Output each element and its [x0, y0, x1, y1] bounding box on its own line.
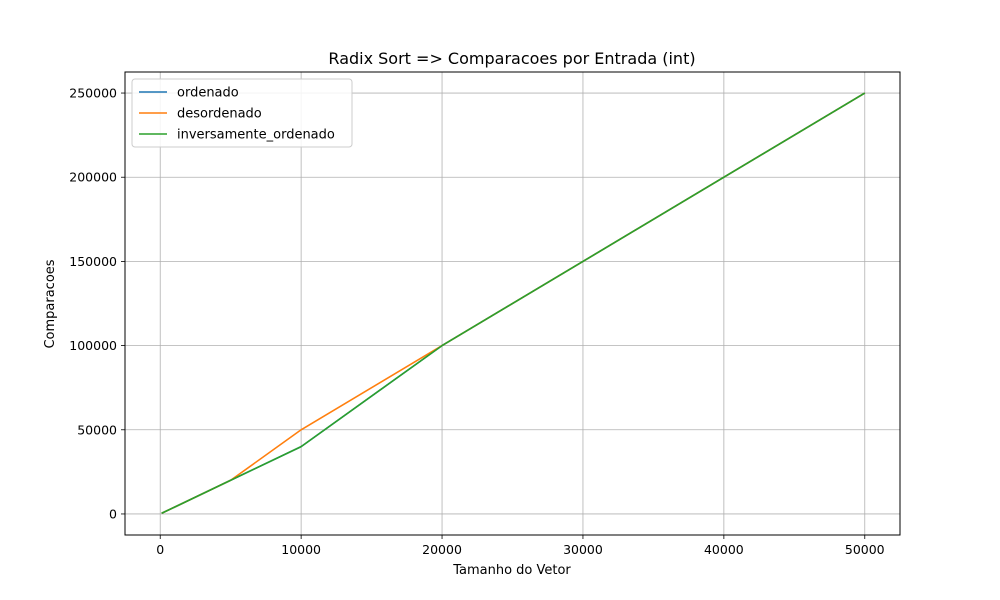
- y-tick-label: 0: [109, 506, 117, 521]
- x-tick-label: 10000: [281, 542, 321, 557]
- series-line-inversamente_ordenado: [161, 92, 866, 515]
- x-tick-label: 50000: [845, 542, 885, 557]
- plot-frame: [124, 71, 901, 536]
- x-tick-label: 30000: [563, 542, 603, 557]
- x-tick-label: 40000: [704, 542, 744, 557]
- series-lines: [161, 92, 866, 515]
- x-tick-label: 0: [156, 542, 164, 557]
- x-tick-label: 20000: [422, 542, 462, 557]
- y-tick-label: 200000: [69, 170, 117, 185]
- y-tick-label: 250000: [69, 86, 117, 101]
- y-tick-label: 50000: [77, 422, 117, 437]
- y-tick-label: 100000: [69, 338, 117, 353]
- y-axis-label: Comparacoes: [43, 259, 58, 348]
- legend-box: [131, 78, 353, 148]
- legend-label: inversamente_ordenado: [177, 128, 335, 143]
- legend: ordenado desordenado inversamente_ordenado: [131, 78, 353, 148]
- legend-label: desordenado: [177, 107, 262, 122]
- chart-title: Radix Sort => Comparacoes por Entrada (i…: [328, 49, 695, 68]
- ticks: 0 10000 20000 30000 40000 50000 0 50000 100000 15…: [69, 86, 884, 557]
- x-axis-label: Tamanho do Vetor: [452, 563, 571, 578]
- legend-label: ordenado: [177, 86, 239, 101]
- y-tick-label: 150000: [69, 254, 117, 269]
